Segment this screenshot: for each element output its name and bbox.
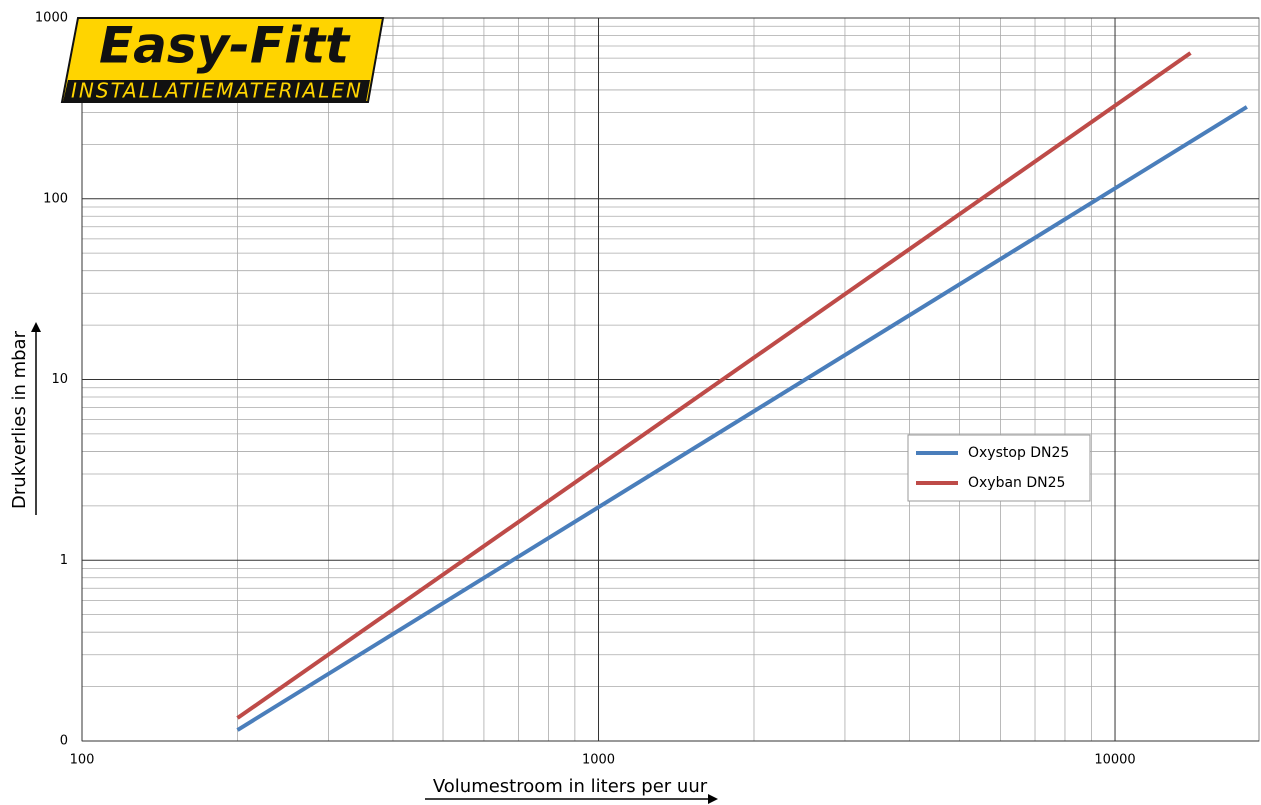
- logo: Easy-Fitt INSTALLATIEMATERIALEN: [60, 17, 385, 103]
- y-tick-label: 10: [51, 372, 68, 387]
- logo-tagline: INSTALLATIEMATERIALEN: [71, 79, 361, 103]
- lines: [236, 51, 1248, 732]
- y-tick-label: 0: [60, 734, 68, 749]
- logo-band: [63, 80, 370, 102]
- y-tick-label: 1: [60, 553, 68, 568]
- x-axis-arrowhead: [708, 794, 718, 804]
- legend: Oxystop DN25 Oxyban DN25: [907, 434, 1091, 502]
- x-tick-label: 100: [70, 753, 95, 768]
- y-tick-label: 1000: [35, 11, 68, 26]
- legend-label: Oxyban DN25: [968, 475, 1065, 491]
- logo-name: Easy-Fitt: [99, 17, 351, 75]
- x-axis-title: Volumestroom in liters per uur: [433, 776, 708, 797]
- series-line: [236, 105, 1248, 732]
- legend-label: Oxystop DN25: [968, 445, 1069, 461]
- y-axis-title: Drukverlies in mbar: [9, 330, 30, 509]
- legend-box: [907, 434, 1091, 502]
- series-line: [236, 51, 1192, 720]
- x-tick-label: 10000: [1094, 753, 1135, 768]
- grid: [81, 17, 1260, 742]
- y-tick-label: 100: [43, 191, 68, 206]
- x-tick-label: 1000: [582, 753, 615, 768]
- y-axis-arrowhead: [31, 322, 41, 332]
